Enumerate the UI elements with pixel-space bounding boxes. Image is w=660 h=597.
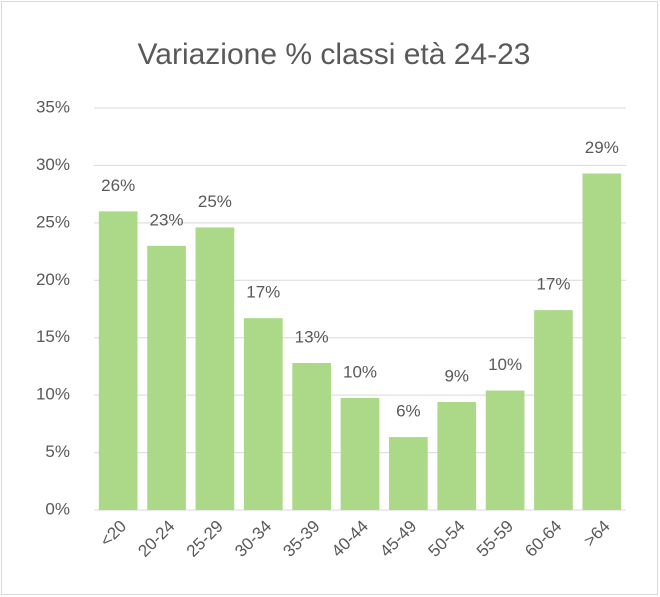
y-tick-label: 25% (36, 212, 70, 231)
bar (292, 362, 331, 510)
bar (534, 310, 573, 510)
data-label: 9% (444, 367, 469, 386)
y-tick-label: 35% (36, 97, 70, 116)
data-label: 23% (150, 210, 184, 229)
y-tick-label: 20% (36, 270, 70, 289)
bar (437, 402, 477, 510)
y-tick-label: 5% (45, 442, 70, 461)
bar (195, 227, 235, 511)
data-label: 10% (343, 362, 377, 381)
chart-title: Variazione % classi età 24-23 (138, 38, 531, 71)
y-tick-label: 30% (36, 155, 70, 174)
data-label: 29% (585, 138, 619, 157)
y-tick-label: 0% (45, 499, 70, 518)
data-label: 26% (101, 176, 135, 195)
data-label: 17% (536, 275, 570, 294)
bar (582, 173, 622, 510)
data-label: 17% (246, 283, 280, 302)
y-tick-label: 10% (36, 385, 70, 404)
bar (389, 437, 428, 510)
bar (98, 211, 138, 510)
bar (340, 398, 380, 510)
bar (147, 245, 186, 511)
bar (243, 318, 283, 510)
data-label: 6% (396, 402, 421, 421)
y-tick-label: 15% (36, 327, 70, 346)
data-label: 10% (488, 355, 522, 374)
data-label: 25% (198, 192, 232, 211)
data-label: 13% (295, 327, 329, 346)
bar (485, 390, 525, 510)
